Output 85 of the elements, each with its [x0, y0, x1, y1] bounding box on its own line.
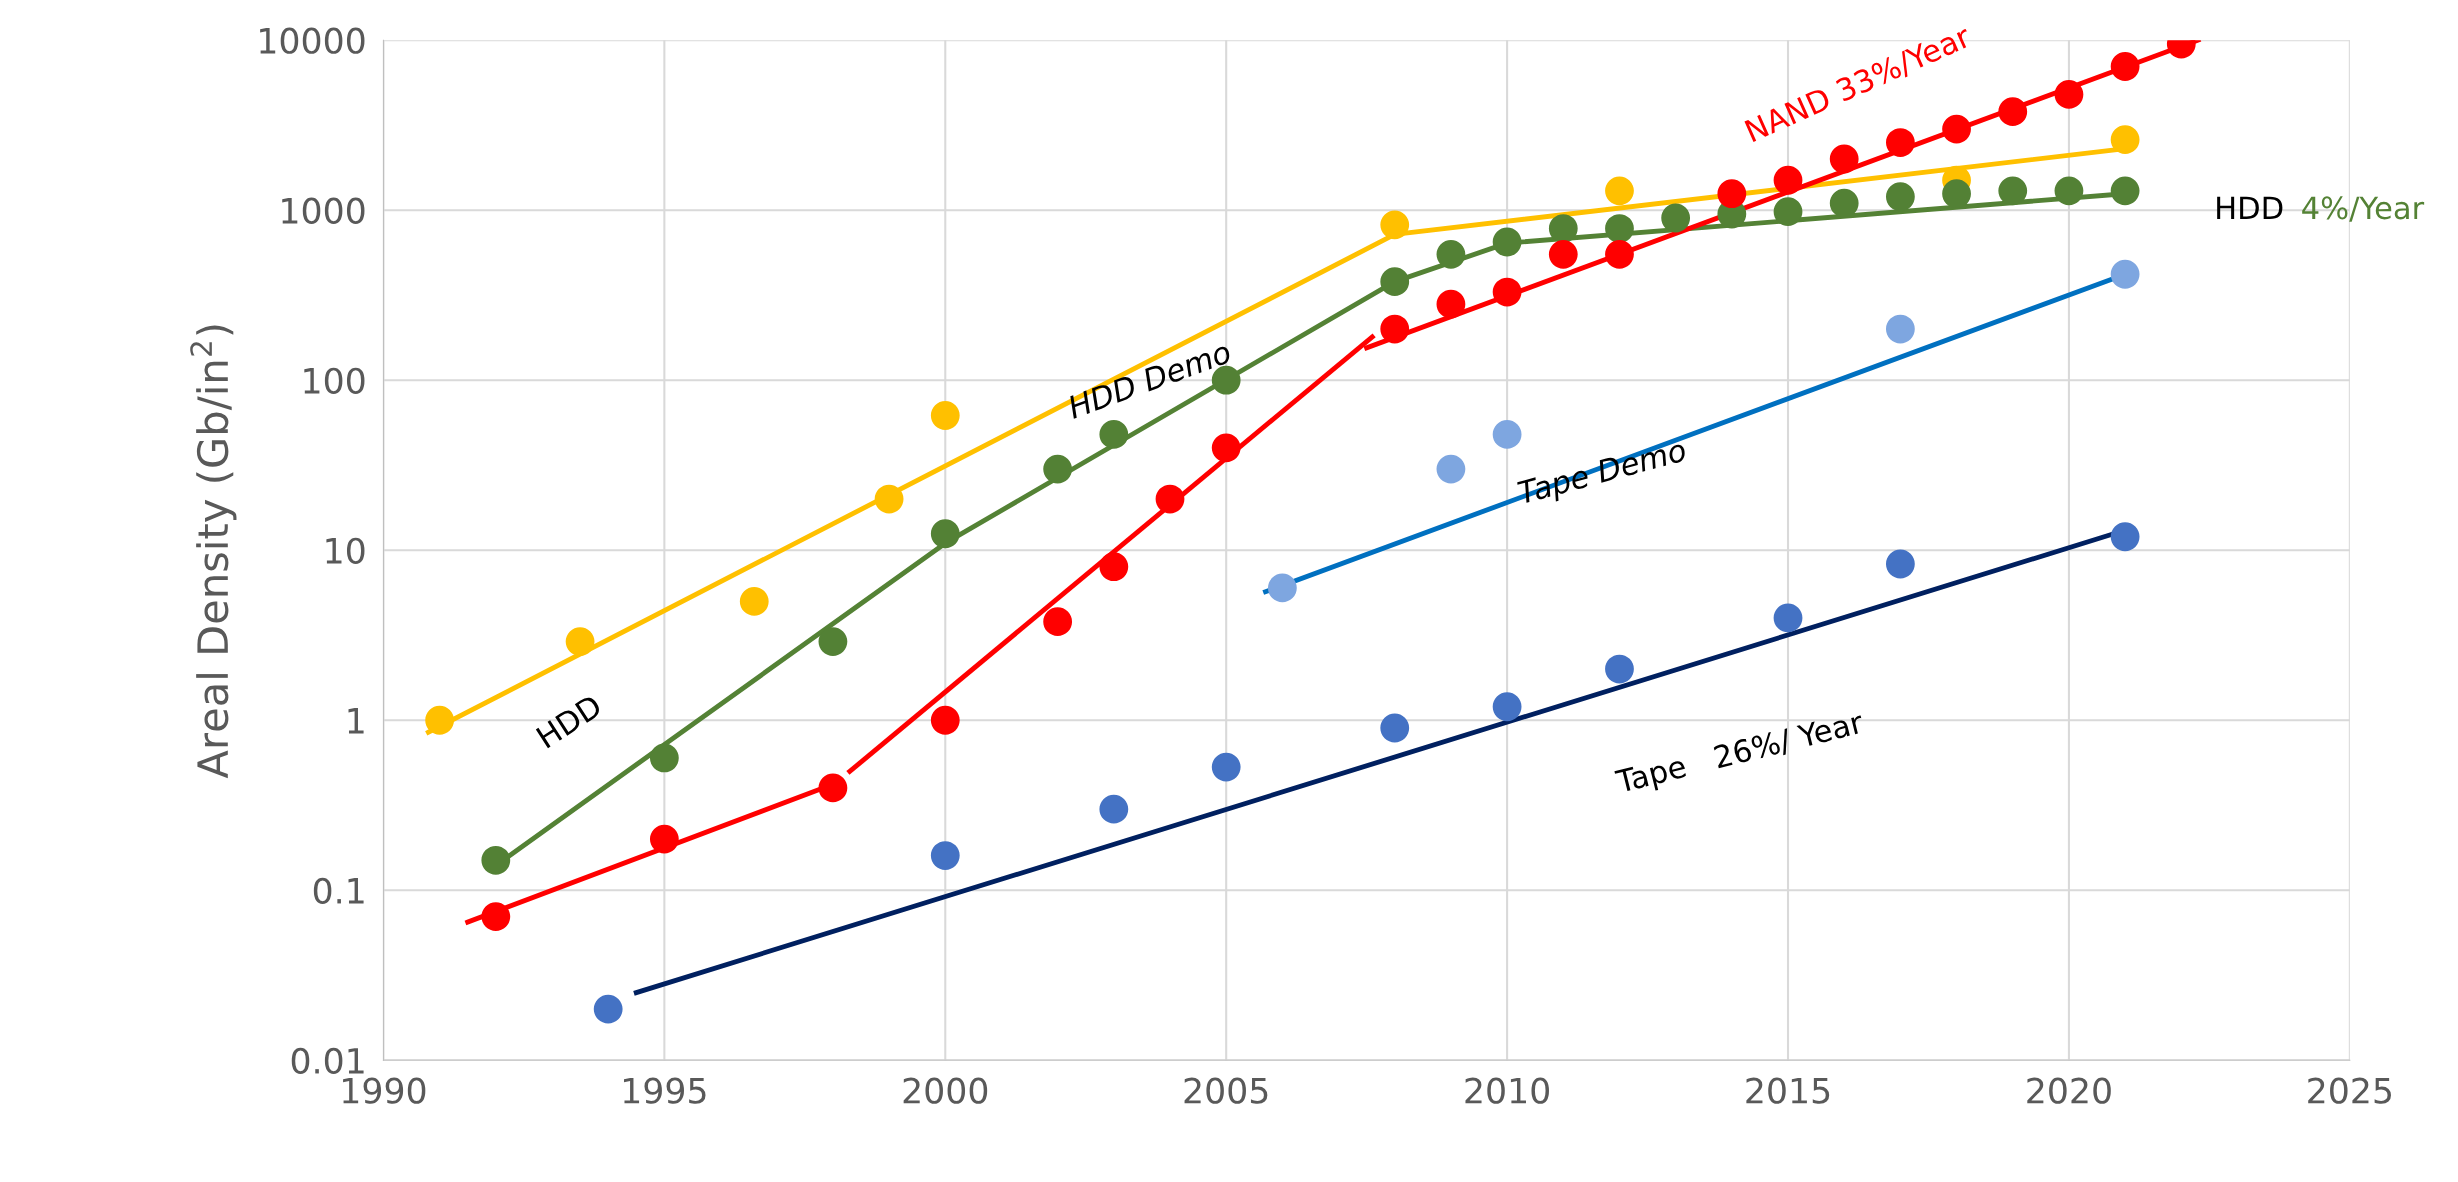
point	[2054, 176, 2084, 206]
point	[1492, 420, 1522, 449]
point	[1942, 114, 1971, 144]
point	[1043, 607, 1073, 637]
x-tick-label: 2005	[1184, 1077, 1268, 1104]
point	[2110, 125, 2140, 155]
point	[1661, 203, 1691, 233]
point	[2110, 52, 2140, 81]
point	[2110, 522, 2140, 552]
x-tick-label: 2020	[2027, 1077, 2111, 1104]
point	[1492, 227, 1522, 257]
annotation: Tape Demo	[1516, 438, 1689, 511]
point	[1436, 289, 1466, 319]
point	[425, 705, 455, 735]
point	[1605, 214, 1634, 243]
point	[1998, 97, 2028, 127]
point	[1829, 188, 1859, 218]
point	[930, 705, 960, 735]
x-tick-label: 1990	[343, 1077, 426, 1104]
y-tick-label: 100	[304, 367, 365, 394]
point	[1605, 176, 1634, 206]
x-tick-label: 2015	[1746, 1077, 1830, 1104]
point	[1773, 197, 1803, 227]
annotation: HDD	[535, 693, 603, 749]
point	[1942, 179, 1971, 209]
point	[1436, 454, 1466, 484]
point	[2110, 259, 2140, 289]
point	[1885, 182, 1915, 212]
point	[1492, 277, 1522, 307]
point	[818, 627, 848, 657]
point	[930, 519, 960, 549]
point	[1099, 794, 1129, 824]
point	[481, 845, 511, 875]
point	[649, 824, 679, 854]
y-tick-label: 1	[348, 708, 364, 734]
point	[1548, 214, 1578, 243]
x-tick-label: 2000	[903, 1077, 988, 1104]
x-tick-label: 2010	[1465, 1077, 1549, 1104]
x-tick-label: 1995	[623, 1077, 706, 1104]
point	[565, 627, 595, 657]
point	[1380, 314, 1410, 344]
annotation: HDD	[2217, 196, 2283, 219]
point	[818, 773, 848, 803]
point	[1211, 752, 1241, 782]
point	[481, 902, 511, 931]
point	[1773, 165, 1803, 195]
point	[1099, 552, 1129, 582]
point	[1829, 144, 1859, 174]
annotation: HDD Demo	[1066, 340, 1233, 420]
annotation: Tape 26%/ Year	[1614, 709, 1867, 800]
point	[1380, 267, 1410, 297]
y-tick-label: 10000	[260, 27, 365, 54]
point	[1099, 420, 1129, 449]
point	[1885, 314, 1915, 344]
point	[1380, 713, 1410, 743]
point	[1492, 692, 1522, 722]
point	[1043, 454, 1073, 484]
point	[930, 841, 960, 870]
point	[2110, 176, 2140, 206]
y-tick-label: 1000	[282, 197, 365, 224]
point	[2054, 79, 2084, 109]
point	[1380, 210, 1410, 240]
point	[1885, 549, 1915, 579]
point	[1436, 239, 1466, 269]
point	[1267, 573, 1297, 603]
point	[1155, 484, 1185, 514]
point	[874, 484, 904, 514]
y-tick-label: 10	[326, 537, 365, 564]
point	[649, 743, 679, 773]
point	[1998, 176, 2028, 206]
point	[1717, 179, 1747, 209]
point	[1211, 433, 1241, 463]
y-tick-label: 0.01	[291, 1047, 364, 1074]
y-axis-title: Areal Density (Gb/in$^{2}$)	[190, 325, 237, 779]
point	[1548, 239, 1578, 269]
point	[930, 401, 960, 430]
x-tick-label: 2025	[2308, 1077, 2391, 1104]
point	[1605, 654, 1634, 684]
annotation: 4%/Year	[2302, 196, 2425, 222]
point	[1885, 128, 1915, 157]
y-tick-label: 0.1	[313, 877, 364, 904]
point	[739, 587, 769, 616]
point	[593, 994, 623, 1024]
point	[1605, 239, 1634, 269]
point	[1773, 603, 1803, 633]
